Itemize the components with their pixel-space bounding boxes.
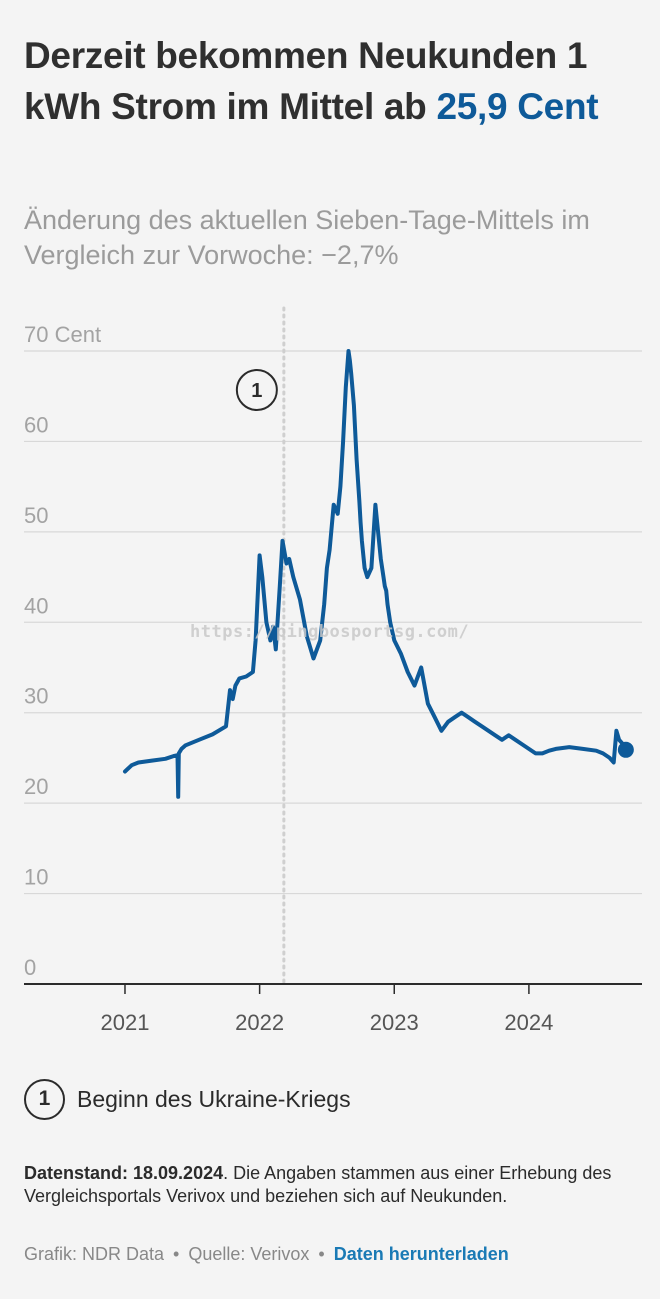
annotation-number: 1 bbox=[251, 380, 262, 402]
y-tick-label: 60 bbox=[24, 412, 48, 437]
series-line bbox=[123, 349, 628, 799]
footnote-text: . Die Angaben stammen aus einer Erhebung… bbox=[24, 1163, 612, 1206]
footnote-date: Datenstand: 18.09.2024 bbox=[24, 1163, 224, 1183]
x-tick-label: 2022 bbox=[235, 1010, 284, 1035]
annotation-circle bbox=[235, 369, 278, 411]
credit-quelle: Quelle: Verivox bbox=[188, 1244, 310, 1264]
y-tick-label: 40 bbox=[24, 593, 48, 618]
y-tick-label: 20 bbox=[24, 774, 48, 799]
footnote: Datenstand: 18.09.2024. Die Angaben stam… bbox=[24, 1162, 624, 1208]
x-tick-label: 2024 bbox=[504, 1010, 553, 1035]
y-tick-label: 0 bbox=[24, 955, 36, 980]
gridlines bbox=[24, 350, 642, 895]
x-axis: 2021 2022 2023 2024 bbox=[101, 984, 553, 1035]
watermark-text: https://pingbosportsg.com/ bbox=[190, 622, 470, 642]
legend-number-badge: 1 bbox=[24, 1078, 65, 1120]
x-tick-label: 2023 bbox=[370, 1010, 419, 1035]
chart-title: Derzeit bekommen Neukunden 1 kWh Strom i… bbox=[24, 30, 649, 132]
title-main-text: Derzeit bekommen Neukunden 1 kWh Strom i… bbox=[24, 35, 588, 127]
legend-label: Beginn des Ukraine-Kriegs bbox=[77, 1085, 351, 1112]
annotation-marker: 1 bbox=[235, 369, 278, 411]
credit-separator: • bbox=[173, 1244, 180, 1264]
y-tick-label: 50 bbox=[24, 503, 48, 528]
download-data-link[interactable]: Daten herunterladen bbox=[333, 1244, 509, 1264]
y-tick-label: 30 bbox=[24, 684, 48, 709]
series-group bbox=[123, 349, 634, 799]
chart-subtitle: Änderung des aktuellen Sieben-Tage-Mitte… bbox=[24, 205, 590, 270]
title-highlight-value: 25,9 Cent bbox=[436, 86, 599, 127]
line-chart: 0 10 20 30 40 50 60 70 Cent 1 2021 2022 2023 2024 bbox=[24, 306, 642, 1035]
credits: Grafik: NDR Data • Quelle: Verivox • Daten h… bbox=[24, 1244, 509, 1265]
annotation-legend: 1 Beginn des Ukraine-Kriegs bbox=[24, 1076, 351, 1122]
series-end-marker bbox=[617, 741, 634, 758]
credit-separator: • bbox=[318, 1244, 325, 1264]
y-tick-label: 10 bbox=[24, 865, 48, 890]
x-tick-label: 2021 bbox=[101, 1010, 150, 1035]
y-tick-label: 70 Cent bbox=[24, 322, 101, 347]
y-axis-labels: 0 10 20 30 40 50 60 70 Cent bbox=[24, 322, 101, 980]
credit-grafik: Grafik: NDR Data bbox=[24, 1244, 165, 1264]
